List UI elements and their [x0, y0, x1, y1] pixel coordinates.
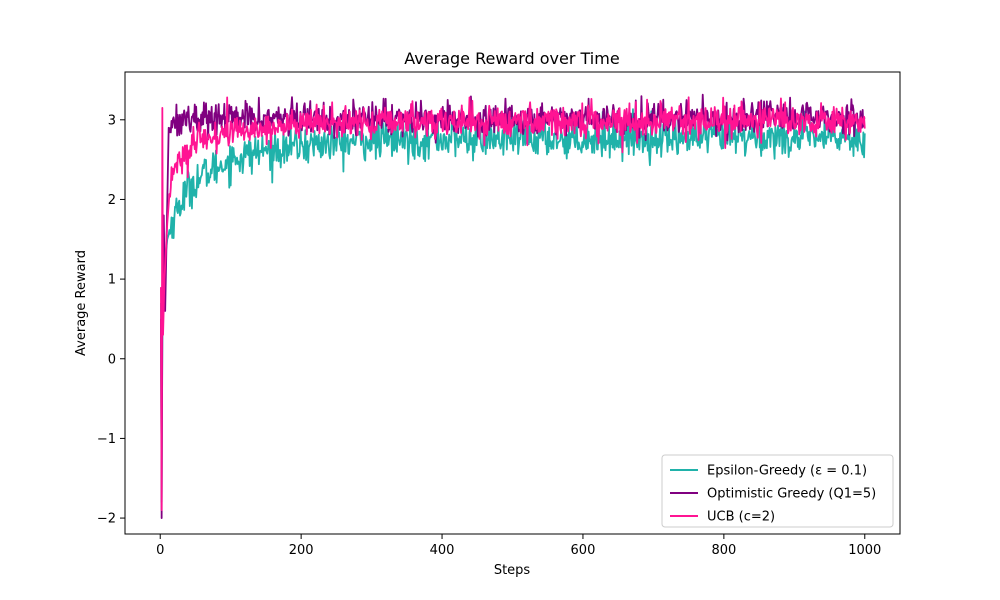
- series-line: [160, 96, 866, 511]
- x-tick-label: 600: [571, 543, 596, 558]
- x-axis-label: Steps: [494, 563, 531, 578]
- y-tick-label: 1: [108, 273, 116, 288]
- plot-lines: [160, 93, 866, 519]
- y-tick-label: 2: [108, 193, 116, 208]
- x-tick-label: 400: [430, 543, 455, 558]
- y-tick-label: −2: [97, 512, 116, 527]
- x-tick-label: 800: [711, 543, 736, 558]
- y-tick-label: 3: [108, 113, 116, 128]
- legend: Epsilon-Greedy (ε = 0.1) Optimistic Greed…: [661, 454, 894, 528]
- series-line: [160, 108, 866, 504]
- y-axis-label: Average Reward: [74, 250, 89, 356]
- legend-label: UCB (c=2): [707, 510, 775, 525]
- x-axis: 0 200 400 600 800 1000: [156, 534, 881, 558]
- chart-title: Average Reward over Time: [404, 49, 619, 68]
- x-tick-label: 200: [289, 543, 314, 558]
- y-tick-label: 0: [108, 352, 116, 367]
- plot-area-frame: [124, 71, 901, 535]
- y-axis: −2 −1 0 1 2 3: [97, 113, 125, 527]
- legend-box: [661, 454, 894, 528]
- legend-label: Optimistic Greedy (Q1=5): [707, 487, 876, 502]
- legend-label: Epsilon-Greedy (ε = 0.1): [707, 464, 867, 479]
- x-tick-label: 0: [156, 543, 164, 558]
- y-tick-label: −1: [97, 432, 116, 447]
- x-tick-label: 1000: [848, 543, 881, 558]
